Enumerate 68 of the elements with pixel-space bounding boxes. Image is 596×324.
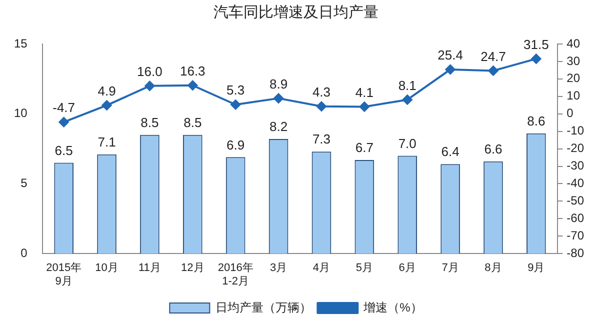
point bbox=[488, 66, 498, 76]
data-label: 8.1 bbox=[398, 78, 416, 93]
point bbox=[359, 102, 370, 112]
point bbox=[445, 64, 456, 74]
chart-title: 汽车同比增速及日均产量 bbox=[214, 4, 378, 22]
x-tick-label: 9月 bbox=[528, 262, 545, 274]
point bbox=[58, 117, 69, 128]
x-tick-label: 2016年 1-2月 bbox=[218, 262, 254, 288]
y2-tick-label: -40 bbox=[566, 176, 584, 190]
y2-tick-label: 0 bbox=[566, 106, 574, 120]
x-tick-label: 4月 bbox=[312, 262, 330, 274]
data-label: 16.3 bbox=[180, 63, 206, 78]
data-label: 7.3 bbox=[312, 132, 331, 147]
x-tick-label: 3月 bbox=[270, 262, 288, 274]
point bbox=[102, 100, 112, 110]
y2-tick-label: -70 bbox=[566, 228, 584, 242]
y2-tick-label: 40 bbox=[566, 36, 580, 50]
point bbox=[316, 101, 326, 112]
y2-tick-label: 20 bbox=[566, 71, 580, 86]
y2-tick-label: -80 bbox=[566, 246, 584, 260]
data-label: 7.1 bbox=[98, 134, 116, 150]
data-label: 6.9 bbox=[226, 137, 245, 152]
x-tick-label: 12月 bbox=[181, 262, 204, 274]
y2-tick-label: -10 bbox=[566, 124, 584, 138]
point bbox=[402, 94, 412, 105]
data-label: 25.4 bbox=[438, 48, 463, 63]
data-label: 31.5 bbox=[524, 36, 549, 52]
data-label: 5.3 bbox=[226, 82, 245, 98]
point bbox=[144, 80, 155, 91]
y2-tick-label: -20 bbox=[566, 141, 584, 156]
data-label: 7.0 bbox=[398, 136, 416, 151]
data-label: 4.1 bbox=[355, 84, 374, 100]
x-tick-label: 5月 bbox=[356, 262, 373, 274]
data-label: 6.7 bbox=[355, 140, 374, 156]
x-tick-label: 8月 bbox=[484, 262, 502, 274]
data-label: 8.6 bbox=[527, 114, 546, 129]
data-label: -4.7 bbox=[52, 100, 76, 116]
data-label: 8.9 bbox=[269, 76, 288, 92]
x-tick-label: 7月 bbox=[442, 262, 459, 274]
data-label: 4.3 bbox=[312, 84, 331, 100]
y2-tick-label: 30 bbox=[566, 54, 580, 68]
x-tick-label: 11月 bbox=[138, 262, 161, 274]
point bbox=[188, 80, 198, 90]
y-tick-label: 0 bbox=[20, 246, 28, 260]
point bbox=[274, 93, 284, 104]
point bbox=[531, 54, 542, 64]
x-tick-label: 6月 bbox=[398, 262, 416, 274]
data-label: 4.9 bbox=[98, 83, 116, 98]
point bbox=[230, 100, 241, 110]
y2-tick-label: -50 bbox=[566, 194, 584, 208]
data-label: 16.0 bbox=[137, 64, 162, 79]
data-label: 8.5 bbox=[184, 114, 202, 130]
data-label: 8.5 bbox=[140, 114, 159, 130]
legend-label: 增速（%） bbox=[362, 300, 422, 314]
y-tick-label: 5 bbox=[20, 176, 28, 190]
y-tick-label: 10 bbox=[14, 106, 28, 120]
y2-tick-label: -30 bbox=[566, 158, 584, 173]
y2-tick-label: -60 bbox=[566, 210, 584, 225]
x-tick-label: 2015年 9月 bbox=[46, 262, 82, 288]
legend-label: 日均产量（万辆） bbox=[216, 300, 312, 314]
data-label: 24.7 bbox=[480, 48, 506, 64]
data-label: 6.4 bbox=[441, 144, 460, 160]
data-label: 8.2 bbox=[269, 119, 288, 134]
y-tick-label: 15 bbox=[14, 36, 28, 50]
data-label: 6.6 bbox=[484, 141, 502, 156]
data-label: 6.5 bbox=[54, 142, 73, 158]
y2-tick-label: 10 bbox=[566, 88, 580, 103]
x-tick-label: 10月 bbox=[95, 262, 118, 274]
